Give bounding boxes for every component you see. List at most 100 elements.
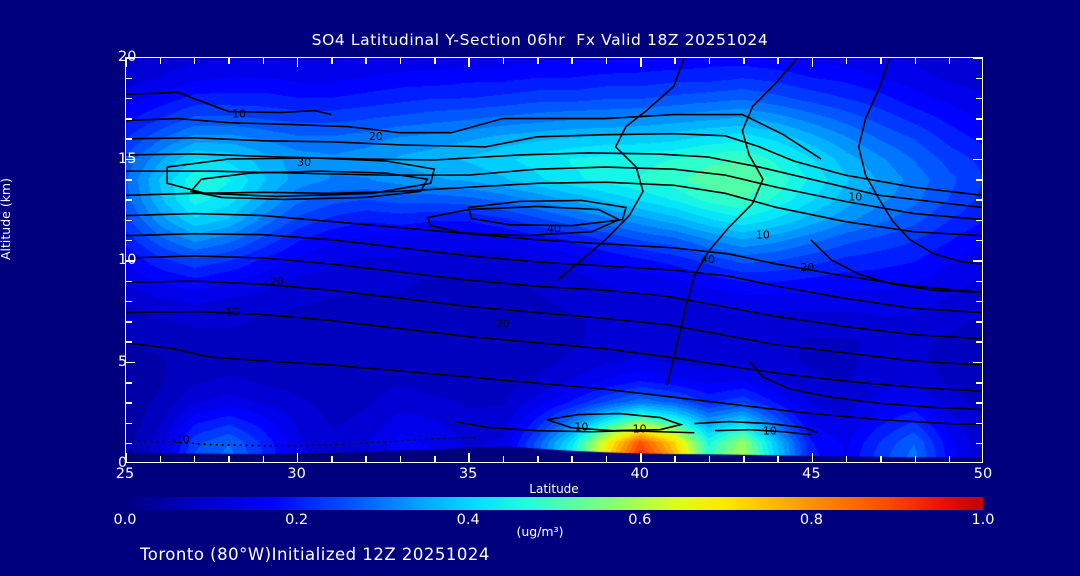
x-tick bbox=[605, 456, 608, 462]
contour-line bbox=[426, 205, 621, 237]
x-tick-label: 50 bbox=[973, 466, 993, 482]
x-tick-label: 40 bbox=[630, 466, 650, 482]
x-tick bbox=[434, 456, 436, 462]
contour-line bbox=[126, 342, 982, 426]
y-tick bbox=[973, 158, 982, 161]
x-tick bbox=[159, 58, 162, 64]
y-tick bbox=[976, 219, 982, 222]
y-tick bbox=[976, 382, 982, 384]
y-tick bbox=[126, 77, 132, 80]
y-tick bbox=[976, 77, 982, 80]
y-tick bbox=[126, 280, 132, 283]
contour-line bbox=[126, 132, 982, 197]
y-tick bbox=[976, 280, 982, 283]
contour-line bbox=[126, 91, 332, 116]
x-tick bbox=[126, 58, 127, 67]
y-tick bbox=[126, 158, 135, 161]
y-tick bbox=[126, 179, 132, 181]
figure-footer: Toronto (80°W)Initialized 12Z 20251024 bbox=[140, 545, 490, 564]
x-tick bbox=[605, 58, 608, 64]
x-tick bbox=[193, 58, 196, 64]
contour-line bbox=[546, 412, 684, 432]
x-tick bbox=[537, 456, 539, 462]
y-tick bbox=[126, 442, 132, 445]
x-tick bbox=[331, 58, 333, 64]
contour-label: 20 bbox=[369, 130, 383, 143]
y-tick-label: 15 bbox=[118, 150, 137, 167]
y-tick bbox=[976, 239, 982, 242]
contour-line bbox=[454, 420, 695, 434]
colorbar-units-label: (ug/m³) bbox=[516, 524, 564, 539]
x-tick bbox=[537, 58, 539, 64]
contour-line bbox=[748, 360, 982, 411]
colorbar-tick-label: 0.0 bbox=[113, 512, 137, 528]
contour-label: 20 bbox=[270, 275, 284, 288]
contour-line bbox=[126, 166, 982, 221]
colorbar-tick-label: 0.4 bbox=[456, 512, 480, 528]
x-tick-label: 45 bbox=[802, 466, 821, 482]
contour-line bbox=[467, 199, 627, 227]
contour-line bbox=[556, 58, 685, 281]
y-tick bbox=[976, 97, 982, 100]
y-tick bbox=[976, 179, 982, 181]
y-tick bbox=[126, 97, 132, 100]
x-tick bbox=[708, 58, 711, 64]
contour-label: 40 bbox=[701, 253, 715, 266]
y-tick bbox=[126, 422, 132, 425]
contour-label: 20 bbox=[496, 318, 510, 331]
y-tick-label: 5 bbox=[118, 353, 128, 370]
contour-line bbox=[714, 428, 811, 436]
contour-line bbox=[694, 420, 818, 434]
contour-label: 10 bbox=[848, 190, 862, 203]
colorbar-tick-label: 1.0 bbox=[971, 512, 995, 528]
x-tick bbox=[468, 58, 470, 67]
y-tick bbox=[976, 341, 982, 343]
x-tick-label: 30 bbox=[287, 466, 306, 482]
contour-line bbox=[166, 157, 436, 198]
x-tick bbox=[365, 456, 367, 462]
y-tick-label: 0 bbox=[118, 455, 128, 471]
x-tick bbox=[640, 58, 642, 67]
y-tick bbox=[126, 219, 132, 222]
x-tick bbox=[948, 456, 951, 462]
contour-label: 10 bbox=[763, 425, 777, 438]
y-tick-label: 20 bbox=[118, 49, 137, 65]
x-tick bbox=[743, 456, 745, 462]
colorbar-tick-label: 0.2 bbox=[285, 512, 309, 528]
y-tick bbox=[973, 361, 982, 364]
y-tick bbox=[126, 402, 132, 404]
x-tick bbox=[811, 453, 814, 462]
y-tick bbox=[126, 199, 132, 201]
contour-label: -10 bbox=[172, 433, 190, 446]
colorbar-tick-label: 0.8 bbox=[799, 512, 823, 528]
x-tick bbox=[811, 58, 814, 67]
x-tick bbox=[502, 456, 505, 462]
y-tick bbox=[126, 300, 132, 303]
contour-line bbox=[126, 436, 476, 447]
x-tick bbox=[228, 58, 230, 64]
y-axis-title: Altitude (km) bbox=[0, 178, 13, 260]
x-tick bbox=[331, 456, 333, 462]
colorbar-tick-label: 0.6 bbox=[628, 512, 652, 528]
contour-line bbox=[126, 255, 982, 340]
heatmap-canvas bbox=[126, 58, 982, 462]
contour-line bbox=[126, 232, 982, 314]
x-tick bbox=[434, 58, 436, 64]
x-tick-label: 35 bbox=[458, 466, 478, 482]
y-tick bbox=[976, 321, 982, 323]
x-tick bbox=[845, 58, 848, 64]
x-tick bbox=[914, 456, 917, 462]
contour-label: 10 bbox=[633, 423, 647, 436]
x-tick bbox=[845, 456, 848, 462]
contour-label: 30 bbox=[297, 156, 311, 169]
y-tick bbox=[126, 138, 132, 140]
contour-line bbox=[666, 58, 798, 386]
x-tick bbox=[159, 456, 162, 462]
colorbar bbox=[125, 497, 983, 510]
contour-line bbox=[126, 181, 982, 237]
x-tick bbox=[914, 58, 917, 64]
y-tick bbox=[976, 300, 982, 303]
contour-line bbox=[126, 310, 982, 393]
y-tick bbox=[126, 58, 135, 59]
